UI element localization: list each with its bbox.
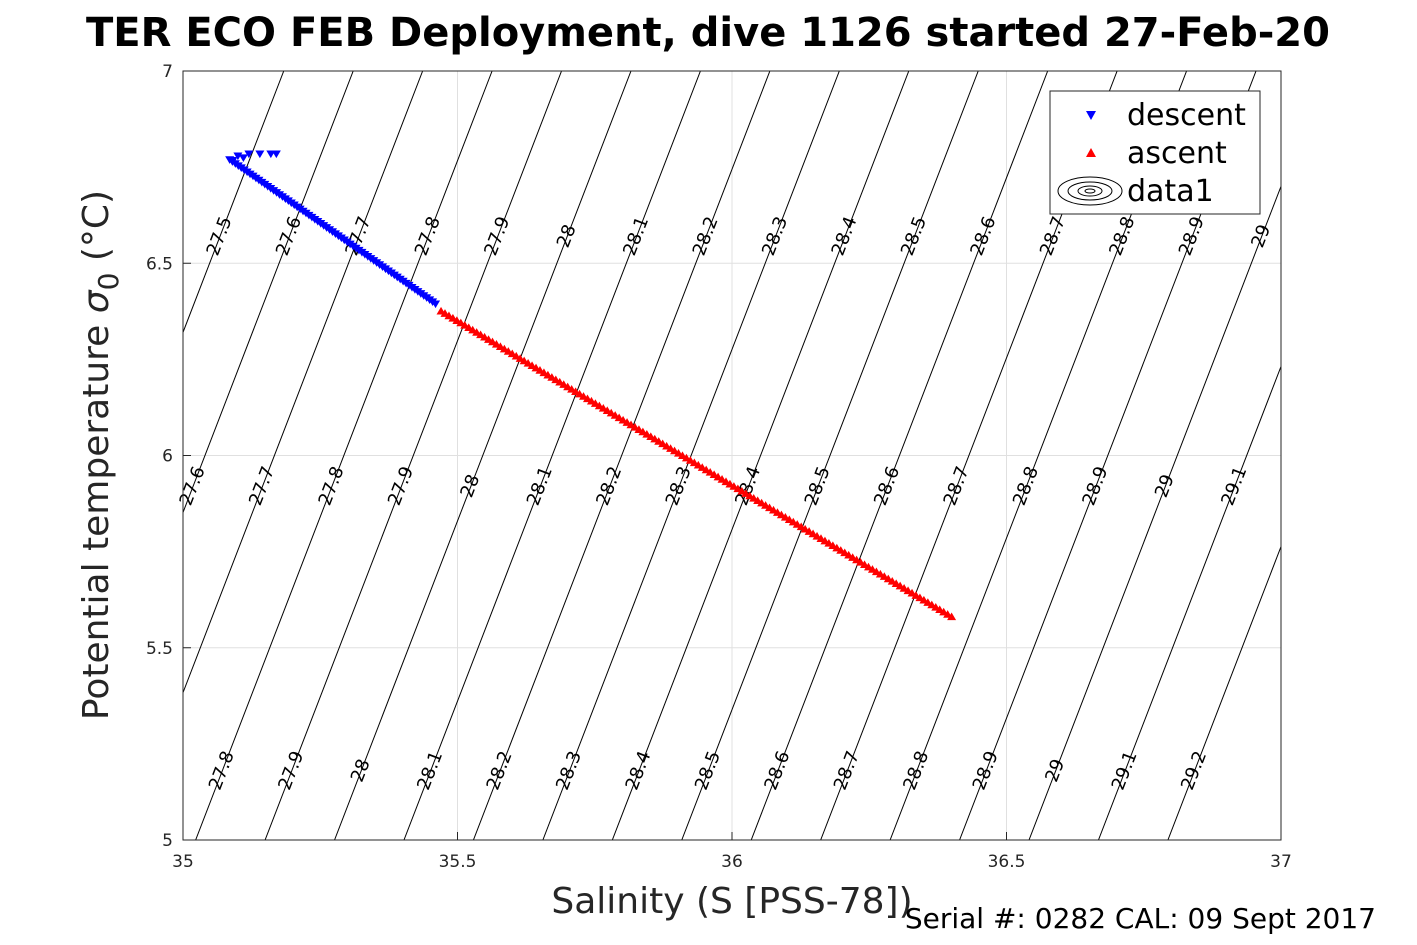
contour-line-28.4 [611, 71, 910, 840]
y-axis-label-main: Potential temperature [76, 313, 117, 720]
legend-data1-contour-icon [1057, 176, 1123, 206]
data-markers [225, 150, 957, 621]
x-tick-label-2: 36 [721, 852, 743, 872]
descent-hook-point-7 [227, 157, 237, 165]
legend-descent-marker [1086, 111, 1096, 120]
legend-ascent-marker [1086, 148, 1096, 157]
contour-line-28.2 [472, 71, 771, 840]
chart-title: TER ECO FEB Deployment, dive 1126 starte… [86, 10, 1330, 56]
contour-line-29 [1028, 184, 1281, 840]
legend-data1-label: data1 [1127, 174, 1214, 209]
contour-line-28.5 [681, 71, 979, 840]
contour-line-27.5 [183, 71, 285, 334]
y-tick-labels: 5 5.5 6 6.5 7 [146, 62, 191, 851]
contour-line-28.1 [403, 71, 701, 840]
x-tick-labels: 35 35.5 36 36.5 37 [172, 832, 1292, 872]
descent-hook-point-5 [271, 150, 281, 159]
contour-line-27.8 [195, 71, 493, 840]
y-axis-label: Potential temperature σ0 (°C) [76, 190, 125, 720]
y-tick-label-2: 6 [162, 447, 173, 467]
legend-descent-label: descent [1127, 98, 1246, 133]
y-tick-label-3: 6.5 [146, 254, 173, 274]
y-axis-label-unit: (°C) [76, 190, 117, 273]
descent-hook-point-1 [233, 152, 243, 161]
x-tick-label-3: 36.5 [988, 852, 1026, 872]
y-axis-label-subscript: 0 [92, 273, 125, 291]
contour-line-28.6 [750, 71, 1049, 840]
contour-line-27.6 [183, 71, 354, 514]
descent-hook-point-2 [244, 150, 254, 159]
contour-line-29.2 [1167, 545, 1281, 840]
legend: descent ascent data1 [1049, 90, 1261, 215]
contour-line-28.3 [542, 71, 840, 840]
ascent-point-129 [947, 612, 957, 621]
x-axis-label: Salinity (S [PSS-78]) [551, 881, 912, 922]
x-tick-label-0: 35 [172, 852, 194, 872]
y-axis-label-symbol: σ [76, 289, 117, 313]
x-tick-label-4: 37 [1270, 852, 1292, 872]
descent-hook-point-6 [238, 154, 248, 163]
serial-cal-footer: Serial #: 0282 CAL: 09 Sept 2017 [905, 902, 1376, 935]
y-tick-label-0: 5 [162, 831, 173, 851]
y-tick-label-4: 7 [162, 62, 173, 82]
contour-line-27.9 [264, 71, 563, 840]
y-tick-label-1: 5.5 [146, 639, 173, 659]
descent-hook-point-3 [255, 150, 265, 159]
contour-line-28 [334, 71, 632, 840]
contour-line-29.1 [1097, 365, 1281, 840]
legend-ascent-label: ascent [1127, 136, 1227, 171]
contour-line-27.7 [183, 71, 424, 694]
x-tick-label-1: 35.5 [439, 852, 477, 872]
legend-box [1049, 90, 1261, 215]
